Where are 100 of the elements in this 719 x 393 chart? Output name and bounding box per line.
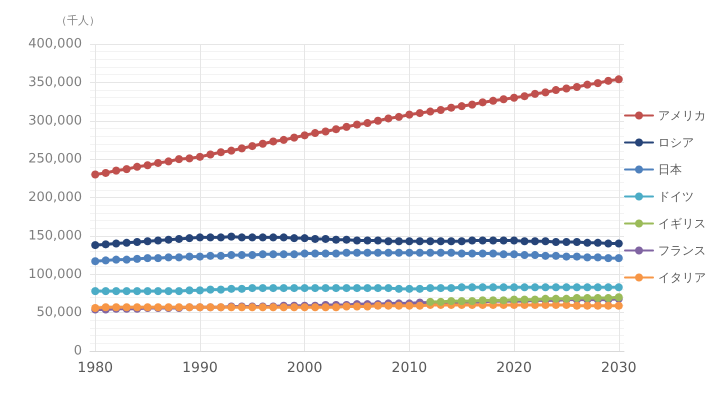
point <box>489 236 498 244</box>
point <box>175 253 183 262</box>
y-tick-label: 200,000 <box>28 190 82 205</box>
point <box>322 250 330 258</box>
point <box>436 106 445 114</box>
point <box>374 116 382 125</box>
y-tick-label: 250,000 <box>28 152 82 167</box>
point <box>541 283 550 292</box>
point <box>541 237 550 246</box>
point <box>280 136 288 144</box>
point <box>426 284 434 292</box>
point <box>353 236 361 244</box>
point <box>384 284 392 292</box>
point <box>133 254 142 263</box>
point <box>447 237 456 246</box>
point <box>583 80 592 89</box>
point <box>394 248 403 257</box>
point <box>122 238 131 247</box>
point <box>133 287 142 296</box>
point <box>552 252 560 260</box>
point <box>175 287 183 296</box>
point <box>363 119 372 128</box>
point <box>280 284 288 292</box>
point <box>583 253 592 262</box>
point <box>447 104 456 112</box>
point <box>541 252 550 260</box>
point <box>594 302 602 310</box>
point <box>394 284 403 293</box>
point <box>384 114 392 122</box>
point <box>416 302 424 310</box>
point <box>405 110 414 119</box>
y-tick-label: 400,000 <box>28 36 82 52</box>
point <box>614 302 623 310</box>
point <box>353 284 361 292</box>
point <box>216 252 225 260</box>
point <box>426 248 434 257</box>
point <box>122 287 131 296</box>
legend-label: フランス <box>658 244 706 258</box>
point <box>353 248 361 257</box>
x-tick-label: 1990 <box>182 360 218 376</box>
point <box>206 233 214 242</box>
point <box>133 238 142 246</box>
point <box>322 234 330 243</box>
point <box>405 284 414 293</box>
point <box>206 286 214 294</box>
point <box>394 112 403 121</box>
point <box>552 86 560 94</box>
legend-label: アメリカ <box>658 108 706 122</box>
point <box>102 240 110 248</box>
point <box>520 92 529 100</box>
point <box>258 233 267 242</box>
point <box>572 238 581 246</box>
point <box>300 234 309 242</box>
point <box>416 248 424 257</box>
point <box>91 241 100 250</box>
point <box>248 142 256 150</box>
y-tick-label: 100,000 <box>28 266 82 282</box>
legend-label: ロシア <box>658 136 694 150</box>
y-tick-label: 150,000 <box>28 228 82 244</box>
point <box>468 100 476 109</box>
point <box>206 252 214 260</box>
point <box>478 250 487 258</box>
y-tick-label: 350,000 <box>28 74 82 90</box>
point <box>478 236 487 244</box>
point <box>227 146 236 155</box>
point <box>416 109 424 118</box>
point <box>342 248 351 257</box>
point <box>594 238 602 247</box>
point <box>196 233 204 242</box>
point <box>572 302 581 310</box>
point <box>363 248 372 257</box>
point <box>154 158 162 167</box>
point <box>102 303 110 312</box>
point <box>384 237 392 246</box>
point <box>572 252 581 261</box>
point <box>426 237 434 246</box>
point <box>520 283 529 292</box>
point <box>322 303 330 312</box>
point <box>562 252 570 261</box>
point <box>185 234 194 242</box>
point <box>311 250 320 258</box>
point <box>604 283 612 292</box>
point <box>154 236 162 244</box>
legend-label: イタリア <box>658 270 706 284</box>
point <box>531 283 539 292</box>
point <box>510 283 518 292</box>
point <box>311 129 320 138</box>
y-axis-title: （千人） <box>56 14 100 27</box>
point <box>604 254 612 262</box>
x-tick-label: 2030 <box>600 360 637 376</box>
point <box>332 125 340 134</box>
point <box>583 302 592 310</box>
point <box>185 286 194 294</box>
point <box>238 144 246 152</box>
point <box>478 283 487 292</box>
point <box>269 250 278 258</box>
point <box>500 250 508 258</box>
point <box>322 284 330 292</box>
point <box>91 170 100 178</box>
point <box>122 256 131 264</box>
